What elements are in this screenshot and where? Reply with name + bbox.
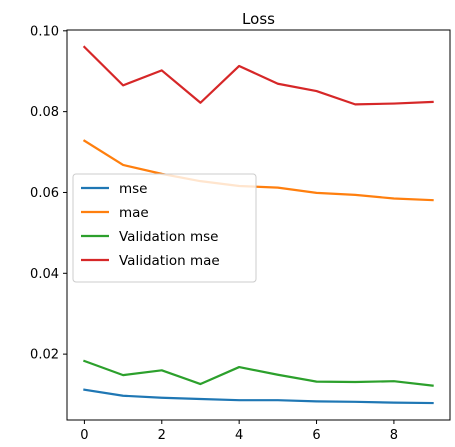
y-tick-label: 0.10 (30, 24, 59, 39)
plot-frame (66, 29, 451, 421)
y-tick-label: 0.06 (30, 186, 59, 201)
series-line-mse (83, 388, 434, 405)
x-tick-label: 0 (80, 428, 88, 443)
y-tick-label: 0.02 (30, 348, 59, 363)
legend-label-mae: mae (119, 205, 149, 221)
x-tick-label: 8 (390, 428, 398, 443)
legend-label-mse: mse (119, 181, 148, 197)
x-tick-label: 2 (158, 428, 166, 443)
series-line-validation-mse (82, 359, 434, 387)
legend-label-validation-mae: Validation mae (119, 253, 220, 269)
series-line-validation-mae (82, 45, 434, 106)
legend-box (72, 173, 257, 283)
x-tick-label: 4 (235, 428, 243, 443)
y-tick-label: 0.08 (30, 105, 59, 120)
legend-label-validation-mse: Validation mse (119, 229, 218, 245)
series-layer (82, 45, 434, 405)
legend: mse mae Validation mse Validation mae (72, 173, 257, 283)
axes-layer: 0 2 4 6 8 0.02 0.04 0.06 0.08 0.10 (30, 24, 451, 443)
series-line-mae (82, 139, 434, 202)
chart-title: Loss (242, 10, 275, 28)
x-tick-label: 6 (312, 428, 320, 443)
y-tick-label: 0.04 (30, 267, 59, 282)
